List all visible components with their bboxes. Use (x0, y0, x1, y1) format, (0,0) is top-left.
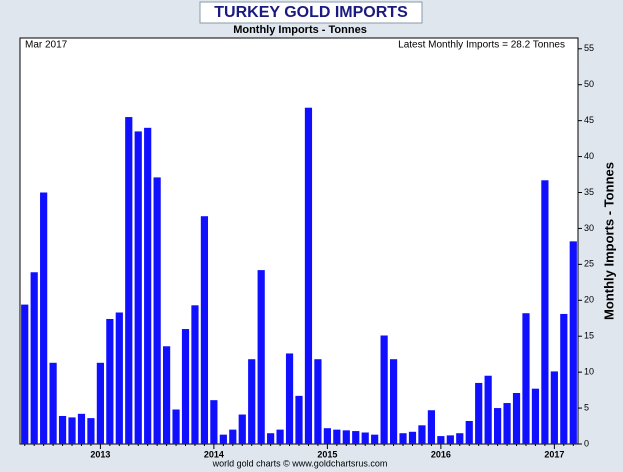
x-tick-label: 2013 (90, 449, 110, 459)
y-tick-label: 50 (584, 79, 594, 89)
bar (68, 417, 76, 444)
bar (200, 216, 209, 444)
annotation: Latest Monthly Imports = 28.2 Tonnes (398, 40, 565, 51)
bar (437, 436, 445, 444)
bar (314, 359, 322, 444)
bar (569, 241, 577, 444)
bar (352, 431, 360, 444)
bar (465, 421, 473, 444)
bar (172, 409, 180, 444)
bar (389, 359, 398, 444)
bar (342, 430, 350, 444)
bar (522, 313, 530, 444)
bar (380, 335, 388, 444)
bar (125, 117, 133, 444)
bar (248, 359, 256, 444)
bar (87, 418, 95, 444)
bar (295, 395, 303, 444)
bar (446, 435, 454, 444)
bar (219, 434, 227, 444)
bar (210, 400, 218, 444)
bar (550, 371, 558, 444)
bar (30, 272, 38, 444)
bar (456, 433, 464, 444)
y-tick-label: 20 (584, 295, 594, 305)
bar (58, 415, 67, 444)
y-tick-label: 25 (584, 259, 594, 269)
bar (191, 305, 199, 444)
y-tick-label: 45 (584, 115, 594, 125)
bar (229, 429, 237, 444)
bar (304, 107, 313, 445)
bar (77, 413, 86, 444)
bar (408, 431, 417, 444)
bar (512, 392, 521, 444)
title-banner (199, 1, 423, 24)
date-label: Mar 2017 (25, 40, 68, 51)
bar (238, 414, 246, 444)
bar (285, 353, 294, 444)
bar (418, 425, 426, 444)
bar (106, 318, 114, 444)
y-tick-label: 5 (584, 402, 589, 412)
bar (541, 180, 549, 444)
bar (276, 429, 284, 444)
bar (153, 177, 161, 444)
y-tick-label: 55 (584, 43, 594, 53)
x-tick-label: 2014 (204, 449, 224, 459)
bar (399, 433, 407, 444)
bar (560, 313, 568, 444)
bar (323, 428, 331, 444)
bar (371, 434, 379, 444)
bar (503, 403, 511, 444)
bar (361, 432, 369, 444)
bar (257, 270, 265, 444)
bar (144, 127, 152, 445)
footer: world gold charts © www.goldchartsrus.co… (212, 458, 388, 468)
bar (181, 329, 190, 444)
bar (40, 192, 48, 444)
x-tick-label: 2015 (317, 449, 337, 459)
y-tick-label: 0 (584, 438, 589, 448)
y-tick-label: 35 (584, 187, 594, 197)
bar (134, 131, 142, 444)
x-tick-label: 2017 (544, 449, 564, 459)
y-axis-label: Monthly Imports - Tonnes (601, 162, 616, 320)
bar (162, 346, 171, 444)
y-tick-label: 40 (584, 151, 594, 161)
y-tick-label: 30 (584, 223, 594, 233)
bar (427, 410, 436, 444)
bar (21, 304, 29, 444)
bar (96, 362, 104, 444)
x-tick-label: 2016 (431, 449, 451, 459)
bar (494, 408, 502, 444)
bar (531, 388, 540, 444)
y-tick-label: 10 (584, 367, 594, 377)
bar (267, 433, 275, 444)
chart-title: TURKEY GOLD IMPORTS (214, 4, 408, 21)
bar (115, 312, 123, 444)
bar (333, 429, 341, 444)
bar (484, 375, 492, 444)
bar (49, 362, 57, 444)
chart-subtitle: Monthly Imports - Tonnes (233, 24, 367, 36)
y-tick-label: 15 (584, 331, 594, 341)
bar (475, 382, 483, 444)
